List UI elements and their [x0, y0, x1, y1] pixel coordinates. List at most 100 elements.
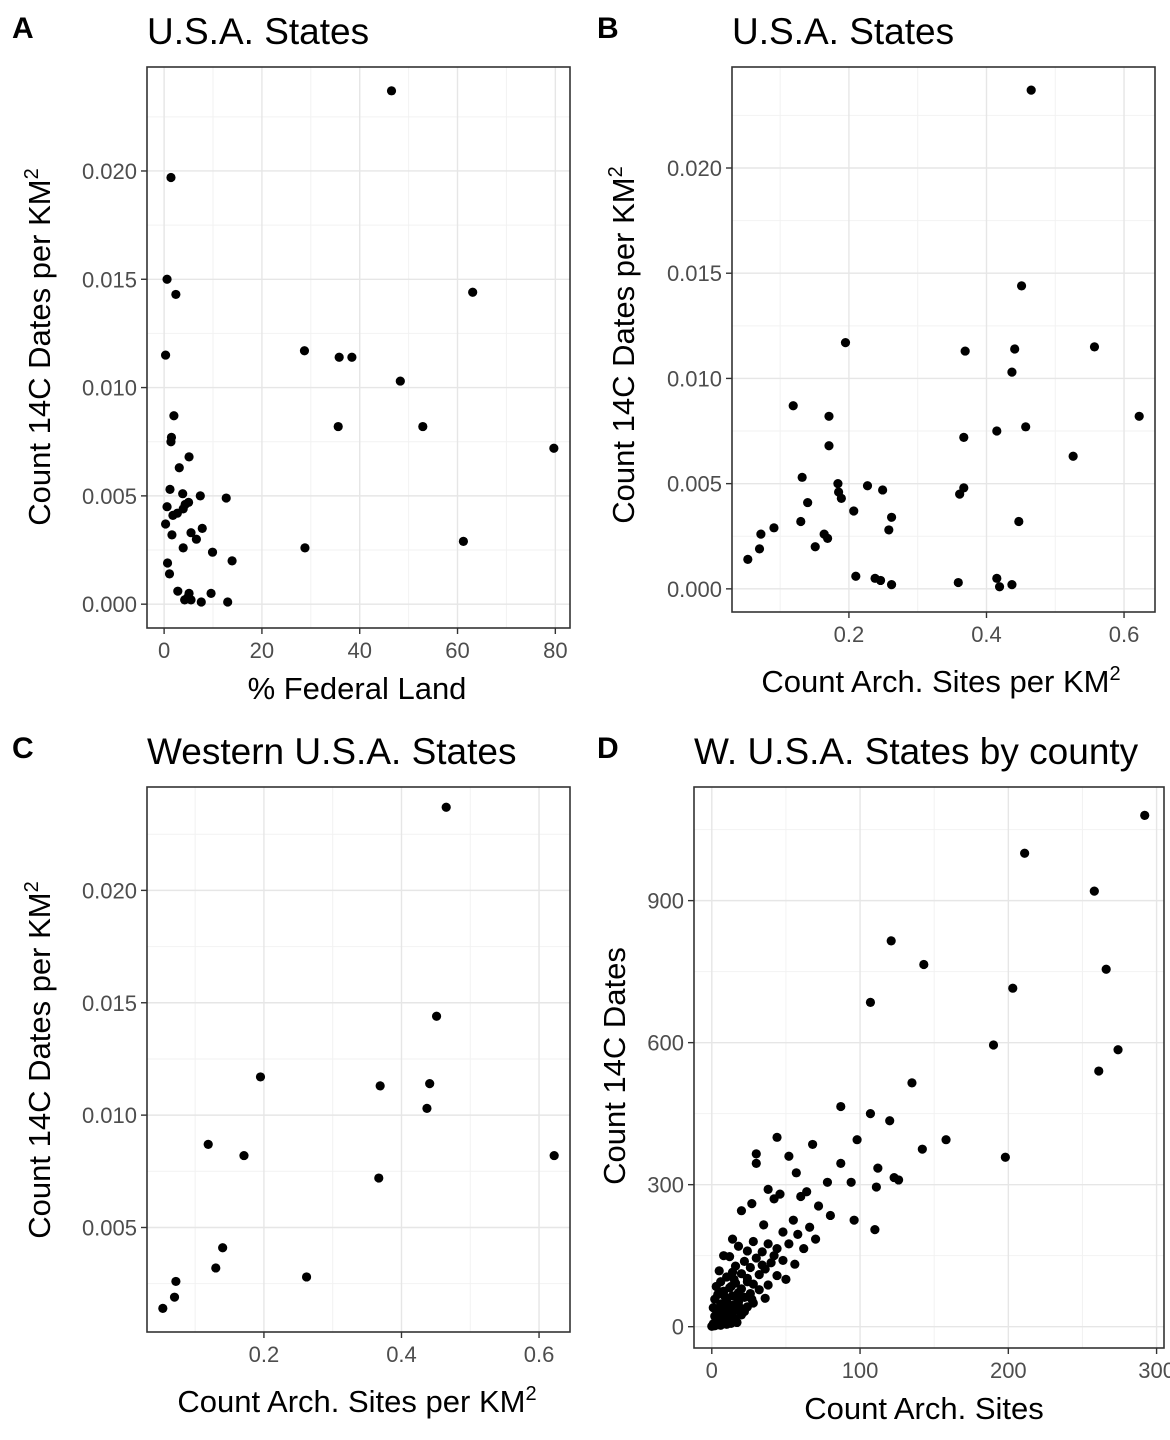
panel-b-data-point — [959, 432, 969, 442]
panel-a-data-point — [206, 588, 216, 598]
panel-d-data-point — [747, 1199, 757, 1209]
panel-b: B U.S.A. States 0.2 0.4 0.6 0.000 0.005 0.010… — [597, 11, 1156, 699]
panel-d-data-point — [760, 1293, 770, 1303]
panel-d-data-point — [799, 1243, 809, 1254]
panel-c-y-tick-label: 0.005 — [82, 1215, 137, 1240]
panel-d-x-tick-label: 0 — [706, 1358, 718, 1383]
panel-d-data-point — [865, 997, 876, 1008]
panel-b-data-point — [1010, 344, 1020, 354]
panel-a-x-axis-label: % Federal Land — [248, 671, 467, 706]
panel-c: C Western U.S.A. States 0.2 0.4 0.6 0.005 0.… — [12, 731, 571, 1419]
panel-d-data-point — [846, 1177, 856, 1187]
panel-b-data-point — [1068, 451, 1078, 461]
panel-d-data-point — [791, 1168, 801, 1178]
panel-b-x-axis-label-text: Count Arch. Sites per KM — [761, 664, 1109, 699]
panel-d-data-point — [751, 1253, 761, 1263]
panel-d-data-point — [751, 1149, 761, 1159]
panel-b-data-point — [862, 481, 873, 491]
panel-d-data-point — [865, 1109, 876, 1119]
panel-d-data-point — [711, 1305, 721, 1315]
panel-a-data-point — [173, 586, 183, 596]
panel-d-data-point — [836, 1101, 846, 1112]
panel-d-title: W. U.S.A. States by county — [694, 731, 1139, 772]
panel-d-data-point — [784, 1239, 794, 1249]
panel-b-data-point — [803, 497, 813, 508]
panel-c-title: Western U.S.A. States — [147, 731, 516, 772]
panel-a-data-point — [167, 530, 177, 540]
panel-d-data-point — [941, 1135, 951, 1145]
panel-c-data-point — [425, 1079, 435, 1089]
panel-a-data-point — [178, 543, 188, 553]
panel-c-x-tick-label: 0.6 — [524, 1342, 555, 1367]
panel-d-y-axis-label: Count 14C Dates — [597, 947, 632, 1185]
panel-a-data-point — [162, 274, 172, 284]
panel-c-y-tick-label: 0.020 — [82, 878, 137, 903]
panel-d-plot-border — [693, 786, 1165, 1349]
panel-c-data-point — [374, 1173, 384, 1183]
panel-b-plot-border — [731, 66, 1156, 613]
panel-b-data-point — [992, 573, 1002, 583]
panel-b-data-point — [1089, 342, 1100, 352]
panel-a-data-point — [221, 493, 231, 503]
panel-a-data-point — [386, 86, 397, 96]
panel-d-data-point — [778, 1255, 788, 1266]
panel-d-data-point — [729, 1274, 739, 1284]
panel-a-y-axis-title: Count 14C Dates per KM2 — [21, 168, 57, 525]
panel-c-x-tick-label: 0.2 — [249, 1342, 280, 1367]
panel-d-data-point — [886, 936, 896, 946]
panel-a-data-point — [166, 437, 176, 447]
panel-c-data-point — [549, 1150, 559, 1161]
panel-b-data-point — [796, 516, 806, 527]
panel-d-y-tick-label: 600 — [647, 1031, 684, 1056]
panel-d-data-point — [757, 1247, 767, 1257]
panel-d-data-point — [769, 1251, 779, 1261]
panel-d-data-point — [724, 1252, 735, 1262]
panel-c-data-point — [211, 1263, 221, 1273]
panel-b-data-point — [788, 401, 798, 411]
panel-a-y-tick-label: 0.005 — [82, 484, 137, 509]
panel-c-data-point — [441, 802, 451, 812]
panel-d-y-tick-label: 0 — [672, 1315, 684, 1340]
panel-d-data-point — [772, 1243, 782, 1254]
panel-b-data-point — [756, 529, 766, 539]
panel-c-label: C — [12, 732, 34, 765]
panel-c-data-point — [422, 1103, 432, 1113]
panel-d-data-point — [763, 1280, 773, 1290]
panel-d-data-point — [727, 1234, 738, 1244]
panel-a-label: A — [12, 12, 34, 45]
panel-a-data-point — [160, 350, 171, 360]
panel-c-y-axis-label-superscript: 2 — [21, 881, 43, 892]
panel-b-data-point — [824, 441, 834, 451]
panel-d-data-point — [784, 1151, 794, 1161]
panel-d-label: D — [597, 732, 619, 765]
panel-a-data-point — [162, 502, 172, 512]
panel-b-data-point — [953, 577, 963, 588]
panel-a-data-point — [196, 597, 206, 607]
panel-d-y-axis-title: Count 14C Dates — [597, 947, 632, 1185]
panel-d-data-point — [1140, 810, 1150, 821]
panel-b-data-point — [851, 571, 861, 581]
panel-a-x-tick-label: 0 — [158, 638, 170, 663]
panel-c-y-axis-title: Count 14C Dates per KM2 — [21, 881, 57, 1238]
panel-d-data-point — [757, 1260, 767, 1270]
panel-a-data-point — [395, 376, 405, 386]
panel-c-x-tick-label: 0.4 — [386, 1342, 417, 1367]
panel-a-data-point — [165, 484, 175, 494]
panel-d-data-point — [852, 1135, 862, 1145]
panel-b-data-point — [886, 512, 897, 522]
panel-d-data-point — [781, 1274, 791, 1284]
panel-b-y-axis-title: Count 14C Dates per KM2 — [605, 166, 641, 523]
panel-d-data-point — [917, 1144, 927, 1154]
panel-b-data-point — [1134, 411, 1144, 421]
panel-a-data-point — [178, 489, 188, 499]
panel-a-title: U.S.A. States — [147, 11, 369, 52]
panel-a-data-point — [207, 547, 218, 557]
panel-d-data-point — [754, 1270, 764, 1280]
panel-d-data-point — [790, 1259, 800, 1269]
panel-a-data-point — [180, 595, 190, 605]
panel-d-data-point — [873, 1163, 883, 1173]
panel-a-data-point — [186, 528, 196, 538]
panel-c-data-point — [169, 1292, 180, 1302]
panel-a-data-point — [162, 558, 173, 568]
panel-d-data-point — [742, 1277, 752, 1287]
